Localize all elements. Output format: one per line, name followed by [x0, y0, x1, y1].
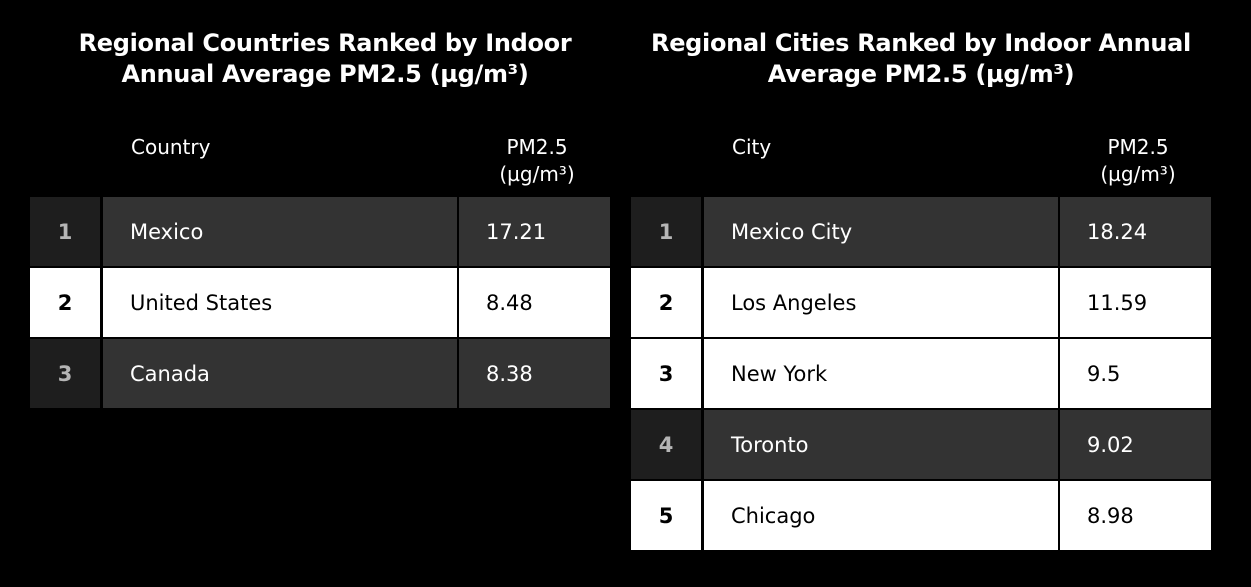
city-name-cell: Mexico City: [704, 197, 1058, 266]
country-column-header: Country: [131, 135, 211, 159]
pm25-value-cell: 8.98: [1060, 481, 1211, 550]
pm25-value-cell: 8.38: [459, 339, 610, 408]
table-row: 1 Mexico 17.21: [30, 197, 610, 266]
countries-pm25-column-header: PM2.5 (µg/m³): [467, 134, 607, 188]
city-name-cell: Los Angeles: [704, 268, 1058, 337]
cities-pm25-header-line1: PM2.5: [1107, 135, 1169, 159]
table-row: 4 Toronto 9.02: [631, 410, 1211, 479]
city-column-header: City: [732, 135, 772, 159]
rank-cell: 1: [30, 197, 100, 266]
rank-cell: 3: [30, 339, 100, 408]
country-name-cell: United States: [103, 268, 457, 337]
countries-table-title: Regional Countries Ranked by Indoor Annu…: [78, 29, 572, 88]
city-name-cell: New York: [704, 339, 1058, 408]
rank-cell: 2: [30, 268, 100, 337]
city-name-cell: Toronto: [704, 410, 1058, 479]
pm25-value-cell: 8.48: [459, 268, 610, 337]
cities-pm25-column-header: PM2.5 (µg/m³): [1068, 134, 1208, 188]
rank-cell: 2: [631, 268, 701, 337]
cities-table-rows: 1 Mexico City 18.24 2 Los Angeles 11.59 3 New Y…: [631, 197, 1211, 552]
table-row: 5 Chicago 8.98: [631, 481, 1211, 550]
table-row: 2 United States 8.48: [30, 268, 610, 337]
pm25-value-cell: 17.21: [459, 197, 610, 266]
pm25-value-cell: 9.5: [1060, 339, 1211, 408]
table-row: 1 Mexico City 18.24: [631, 197, 1211, 266]
cities-pm25-header-line2: (µg/m³): [1100, 162, 1176, 186]
pm25-value-cell: 18.24: [1060, 197, 1211, 266]
table-row: 3 Canada 8.38: [30, 339, 610, 408]
rank-cell: 1: [631, 197, 701, 266]
rank-cell: 3: [631, 339, 701, 408]
table-row: 2 Los Angeles 11.59: [631, 268, 1211, 337]
pm25-value-cell: 11.59: [1060, 268, 1211, 337]
country-name-cell: Mexico: [103, 197, 457, 266]
countries-table-rows: 1 Mexico 17.21 2 United States 8.48 3 Canada 8.3…: [30, 197, 610, 410]
table-row: 3 New York 9.5: [631, 339, 1211, 408]
rank-cell: 4: [631, 410, 701, 479]
pm25-value-cell: 9.02: [1060, 410, 1211, 479]
countries-pm25-header-line2: (µg/m³): [499, 162, 575, 186]
rank-cell: 5: [631, 481, 701, 550]
city-name-cell: Chicago: [704, 481, 1058, 550]
country-name-cell: Canada: [103, 339, 457, 408]
cities-table-title: Regional Cities Ranked by Indoor Annual …: [651, 29, 1191, 88]
countries-pm25-header-line1: PM2.5: [506, 135, 568, 159]
